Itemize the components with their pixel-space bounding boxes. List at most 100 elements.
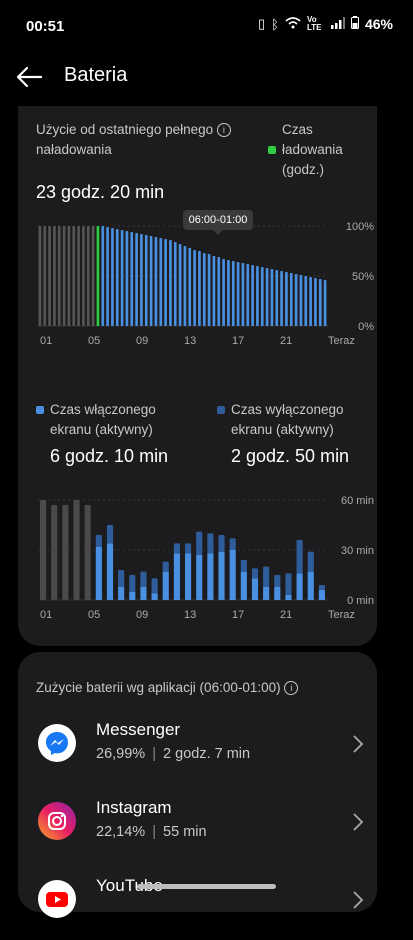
screen-off-bar: [285, 573, 292, 595]
battery-bar: [101, 226, 105, 326]
x-tick-label: 13: [184, 335, 196, 347]
screen-bar-gray: [62, 505, 69, 600]
app-row-messenger[interactable]: Messenger 26,99% | 2 godz. 7 min: [18, 708, 377, 784]
battery-bar: [270, 269, 274, 326]
battery-bar: [86, 226, 90, 326]
x-tick-label: 21: [280, 335, 292, 347]
screen-on-bar: [207, 553, 214, 600]
screen-on-bar: [118, 586, 125, 600]
screen-on-bar: [106, 543, 114, 600]
battery-bar: [57, 226, 61, 326]
app-bar: Bateria: [0, 52, 413, 102]
screen-on-bar: [196, 555, 203, 600]
battery-bar: [222, 259, 225, 326]
battery-bar: [236, 262, 240, 326]
app-row-youtube[interactable]: YouTube: [18, 864, 377, 940]
screen-off-bar: [263, 566, 270, 587]
screen-off-bar: [274, 575, 281, 587]
chart-tooltip: 06:00-01:00: [183, 210, 253, 235]
page-title: Bateria: [64, 64, 128, 86]
app-usage-card: Zużycie baterii wg aplikacji (06:00-01:0…: [18, 652, 377, 918]
battery-bar: [43, 226, 47, 326]
network-label: Vo LTE: [306, 15, 322, 32]
battery-bar: [202, 253, 206, 326]
screen-off-bar: [229, 538, 236, 550]
youtube-icon: [38, 880, 76, 918]
battery-level-chart[interactable]: 01 05 09 13 17 21 Teraz 100% 50% 0%: [18, 220, 377, 360]
y-tick-label: 100%: [346, 221, 374, 233]
battery-bar: [241, 263, 245, 326]
y-tick-label: 0 min: [347, 595, 374, 607]
battery-bar: [227, 260, 230, 326]
battery-bar: [62, 226, 66, 326]
battery-bar: [67, 226, 71, 326]
app-row-instagram[interactable]: Instagram 22,14% | 55 min: [18, 786, 377, 862]
battery-bar: [265, 268, 269, 326]
charge-legend-swatch: [268, 146, 276, 154]
back-arrow-icon: [16, 66, 43, 88]
battery-bar: [323, 280, 327, 326]
battery-bar: [96, 226, 100, 326]
battery-bar: [72, 226, 76, 326]
signal-icon: [330, 16, 345, 32]
bluetooth-icon: ᛒ: [271, 16, 279, 32]
screen-off-bar: [196, 531, 203, 555]
screen-off-bar: [251, 568, 259, 579]
app-time: 2 godz. 7 min: [163, 746, 251, 762]
app-percent: 26,99%: [96, 746, 146, 762]
battery-bar: [77, 226, 80, 326]
screen-on-label-line1: Czas włączonego: [50, 402, 156, 417]
battery-bar: [135, 233, 138, 326]
back-button[interactable]: [14, 62, 48, 92]
screen-on-bar: [285, 595, 292, 600]
info-icon[interactable]: i: [284, 681, 299, 695]
screen-off-bar: [129, 575, 136, 592]
screen-on-bar: [151, 593, 158, 600]
battery-bar: [285, 272, 288, 326]
screen-off-bar: [296, 540, 303, 574]
y-tick-label: 0%: [358, 321, 374, 333]
home-gesture-bar[interactable]: [137, 884, 276, 889]
screen-bar-gray: [73, 500, 80, 600]
app-stats: 22,14% | 55 min: [96, 824, 207, 840]
screen-on-bar: [240, 571, 247, 600]
y-tick-label: 30 min: [341, 545, 374, 557]
chevron-right-icon: [353, 813, 364, 831]
screen-off-bar: [151, 578, 158, 594]
app-name: YouTube: [96, 876, 163, 895]
screen-on-bar: [129, 591, 136, 600]
status-time: 00:51: [26, 18, 65, 35]
battery-bar: [140, 234, 143, 326]
charge-legend-line2: ładowania: [282, 142, 343, 157]
battery-bar: [207, 254, 211, 326]
screen-off-bar: [95, 535, 102, 547]
app-percent: 22,14%: [96, 824, 146, 840]
screen-on-label-line2: ekranu (aktywny): [50, 422, 153, 437]
total-usage: 23 godz. 20 min: [36, 182, 165, 202]
battery-bar: [91, 226, 95, 326]
battery-bar: [183, 246, 187, 326]
y-tick-label: 60 min: [341, 495, 374, 507]
messenger-icon: [38, 724, 76, 762]
x-tick-label: 01: [40, 335, 52, 347]
battery-bar: [217, 257, 221, 326]
screen-off-swatch: [217, 406, 225, 414]
battery-bar: [173, 242, 177, 326]
screen-on-bar: [318, 590, 325, 600]
x-tick-label: 17: [232, 609, 244, 621]
battery-bar: [251, 265, 254, 326]
battery-bar: [318, 279, 322, 326]
battery-bar: [111, 228, 114, 326]
screen-on-bar: [162, 571, 169, 600]
x-tick-label: 01: [40, 609, 52, 621]
screen-on-bar: [296, 573, 303, 600]
battery-bar: [120, 230, 124, 326]
screen-time-chart[interactable]: 01 05 09 13 17 21 Teraz 60 min 30 min 0 min: [18, 492, 377, 622]
x-tick-label: 17: [232, 335, 244, 347]
x-tick-label: Teraz: [328, 335, 355, 347]
screen-bar-gray: [40, 500, 47, 600]
info-icon[interactable]: i: [216, 123, 231, 137]
instagram-icon: [38, 802, 76, 840]
battery-bar: [178, 244, 182, 326]
battery-bar: [275, 270, 279, 326]
